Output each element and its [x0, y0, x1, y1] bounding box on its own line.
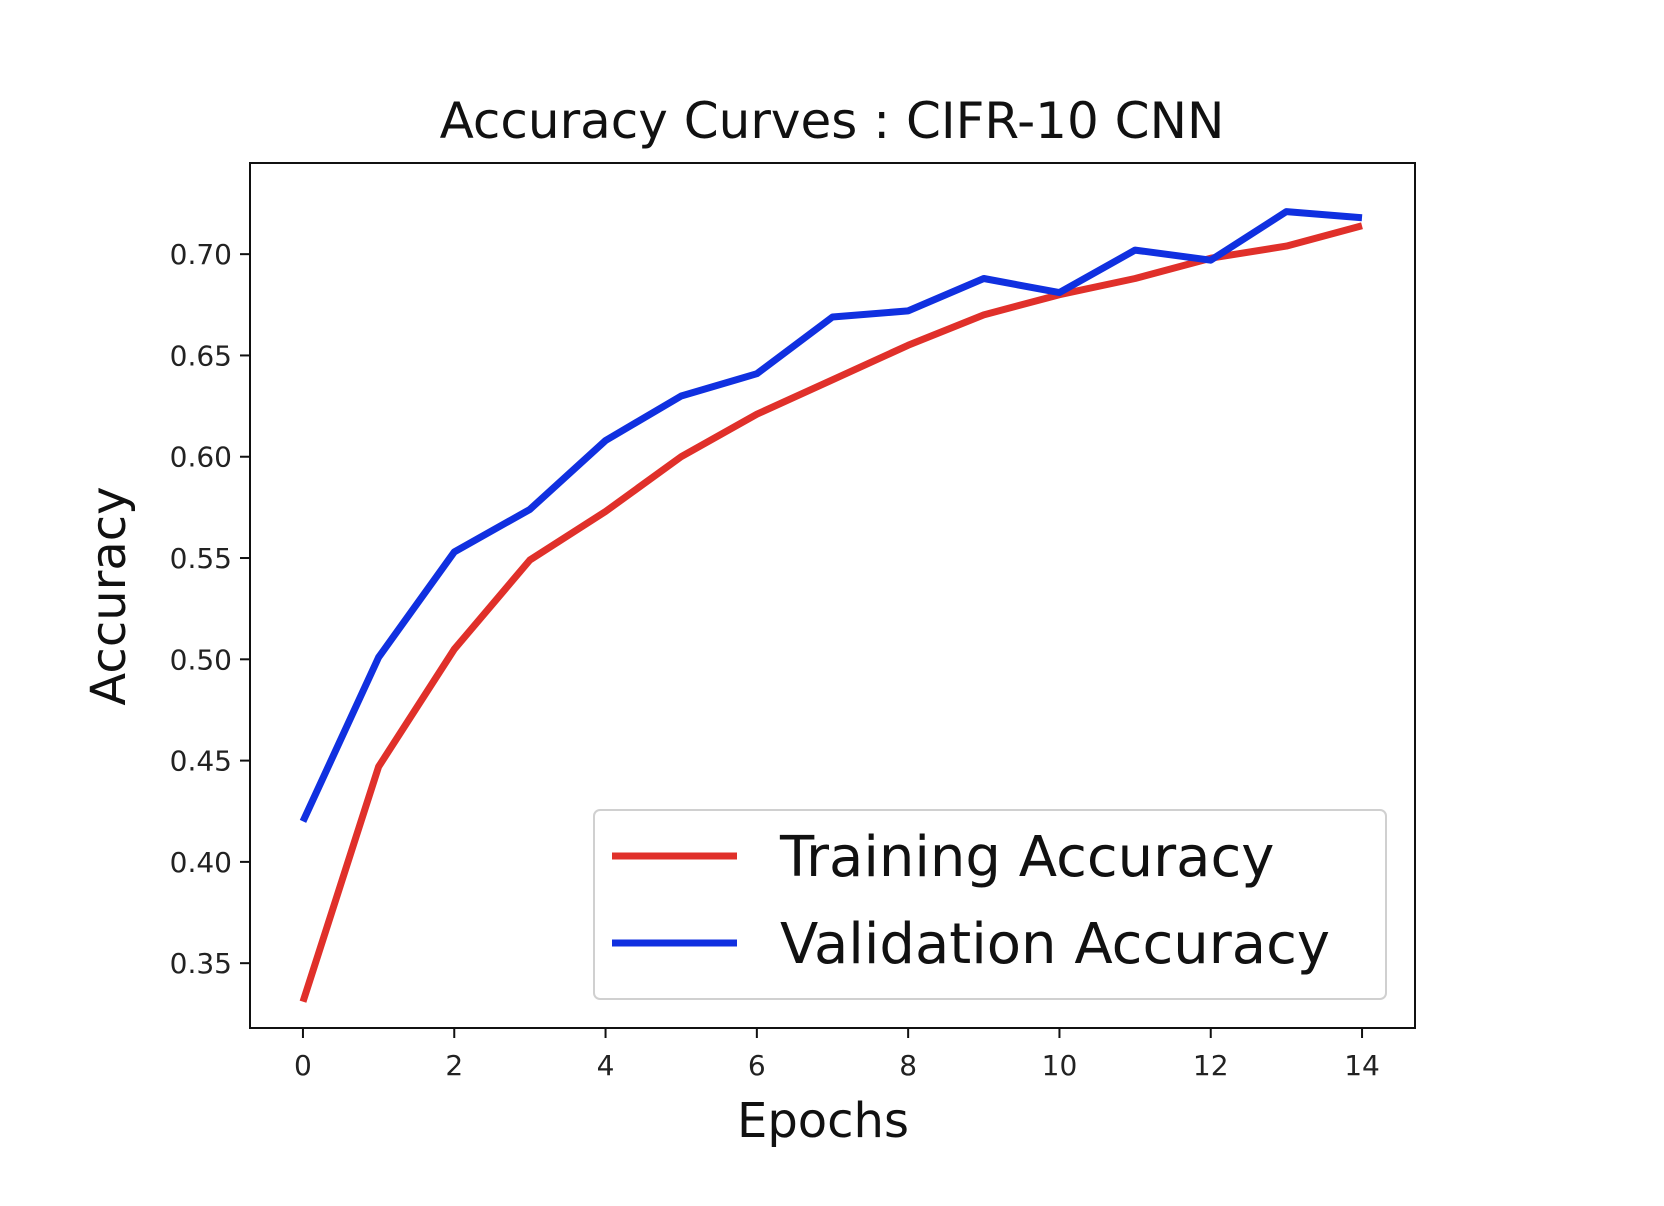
x-tick-label: 4 — [597, 1049, 615, 1082]
y-tick-label: 0.50 — [170, 643, 232, 676]
x-tick-label: 2 — [445, 1049, 463, 1082]
x-tick-label: 0 — [294, 1049, 312, 1082]
x-axis-ticks: 0 2 4 6 8 10 12 14 — [294, 1028, 1380, 1082]
y-tick-label: 0.65 — [170, 339, 232, 372]
series-line-training — [299, 222, 1363, 1003]
x-tick-label: 10 — [1042, 1049, 1078, 1082]
x-axis-label: Epochs — [737, 1093, 909, 1149]
y-tick-label: 0.70 — [170, 238, 232, 271]
legend-box — [593, 809, 1387, 1000]
series-lines — [299, 208, 1363, 1003]
x-tick-label: 8 — [899, 1049, 917, 1082]
x-tick-label: 14 — [1344, 1049, 1380, 1082]
y-tick-label: 0.60 — [170, 441, 232, 474]
legend: Training Accuracy Validation Accuracy — [593, 809, 1387, 1000]
series-line-validation — [299, 208, 1363, 823]
y-tick-label: 0.45 — [170, 745, 232, 778]
y-tick-label: 0.55 — [170, 542, 232, 575]
x-tick-label: 12 — [1193, 1049, 1229, 1082]
legend-label-validation: Validation Accuracy — [780, 912, 1330, 977]
y-axis-label: Accuracy — [81, 486, 137, 705]
chart-title: Accuracy Curves : CIFR-10 CNN — [440, 92, 1225, 150]
y-tick-label: 0.40 — [170, 846, 232, 879]
x-tick-label: 6 — [748, 1049, 766, 1082]
y-axis-ticks: 0.35 0.40 0.45 0.50 0.55 0.60 0.65 0.70 — [170, 238, 250, 980]
y-tick-label: 0.35 — [170, 947, 232, 980]
legend-label-training: Training Accuracy — [779, 825, 1274, 890]
